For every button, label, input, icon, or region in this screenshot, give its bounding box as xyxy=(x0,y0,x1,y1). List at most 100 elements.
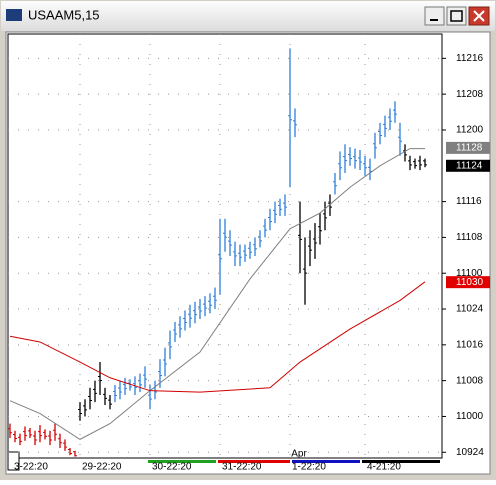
bar-ticks xyxy=(248,247,252,253)
window-title: USAAM5,15 xyxy=(28,7,100,22)
bar-ticks xyxy=(218,254,222,260)
bar-ticks xyxy=(143,374,147,380)
bar-ticks xyxy=(23,431,27,437)
y-tick-label: 10924 xyxy=(456,447,484,458)
bar-ticks xyxy=(293,120,297,126)
bar-ticks xyxy=(268,217,272,222)
bar-ticks xyxy=(123,383,127,389)
bar-ticks xyxy=(278,204,282,210)
price-marker xyxy=(446,141,490,154)
bar-ticks xyxy=(28,430,32,436)
bar-ticks xyxy=(73,451,77,457)
bar-ticks xyxy=(393,109,397,115)
y-tick-label: 11100 xyxy=(456,268,483,279)
bar-ticks xyxy=(13,434,17,440)
minimize-button[interactable] xyxy=(424,6,445,26)
bar-ticks xyxy=(183,317,187,323)
bar-ticks xyxy=(108,399,112,405)
bar-ticks xyxy=(288,115,292,121)
bar-ticks xyxy=(253,244,257,250)
bar-ticks xyxy=(413,161,417,167)
bar-ticks xyxy=(233,251,237,257)
bar-ticks xyxy=(323,213,327,219)
app-icon xyxy=(6,9,22,21)
bar-ticks xyxy=(63,442,67,448)
bar-ticks xyxy=(188,313,192,319)
y-tick-label: 11116 xyxy=(456,196,482,207)
bar-ticks xyxy=(193,310,197,316)
bar-ticks xyxy=(313,238,317,244)
bar-ticks xyxy=(213,295,217,301)
bar-ticks xyxy=(8,428,12,434)
bar-ticks xyxy=(358,157,362,163)
title-bar xyxy=(1,1,495,31)
y-tick-label: 11016 xyxy=(456,339,484,350)
bar-ticks xyxy=(298,234,302,240)
bar-ticks xyxy=(48,435,52,441)
bar-ticks xyxy=(388,116,392,122)
price-marker xyxy=(446,159,490,172)
y-tick-label: 11200 xyxy=(456,125,484,136)
bar-ticks xyxy=(423,160,427,166)
bar-ticks xyxy=(373,143,377,149)
y-tick-label: 11024 xyxy=(456,304,484,315)
x-tick-label: 4-21:20 xyxy=(367,462,401,473)
bar-ticks xyxy=(273,209,277,215)
bar-ticks xyxy=(148,394,152,400)
bar-ticks xyxy=(363,163,367,169)
y-tick-label: 11216 xyxy=(456,53,484,64)
bar-ticks xyxy=(168,342,172,348)
bar-ticks xyxy=(78,408,82,414)
price-marker-label: 11030 xyxy=(456,277,484,288)
x-tick-label: 3-22:20 xyxy=(14,462,48,473)
y-tick-label: 11208 xyxy=(456,89,484,100)
bar-ticks xyxy=(328,202,332,208)
bar-ticks xyxy=(223,232,227,238)
bar-ticks xyxy=(133,383,137,389)
y-tick-label: 11000 xyxy=(456,411,484,422)
bar-ticks xyxy=(383,123,387,129)
bar-ticks xyxy=(198,306,202,312)
bar-ticks xyxy=(103,393,107,399)
moving-average xyxy=(9,148,425,440)
bar-ticks xyxy=(353,156,357,162)
bar-ticks xyxy=(128,382,132,388)
bar-ticks xyxy=(208,300,212,306)
x-tick-label: 1-22:20 xyxy=(292,462,326,473)
bar-ticks xyxy=(333,181,337,187)
bar-ticks xyxy=(118,387,122,393)
bar-ticks xyxy=(398,136,402,142)
bar-ticks xyxy=(83,405,87,411)
bar-ticks xyxy=(158,370,162,376)
scroll-box[interactable] xyxy=(7,451,20,471)
bar-ticks xyxy=(243,250,247,256)
x-tick-label: 29-22:20 xyxy=(82,462,122,473)
bar-ticks xyxy=(163,359,167,365)
bar-ticks xyxy=(238,252,242,258)
y-tick-label: 11008 xyxy=(456,375,484,386)
bar-ticks xyxy=(343,156,347,162)
bar-ticks xyxy=(303,268,307,274)
bar-ticks xyxy=(173,329,177,335)
bar-ticks xyxy=(43,431,47,437)
bar-ticks xyxy=(68,449,72,455)
price-marker-label: 11128 xyxy=(456,143,483,154)
moving-average xyxy=(9,281,426,393)
bar-ticks xyxy=(283,202,287,208)
bar-ticks xyxy=(258,236,262,242)
bar-ticks xyxy=(18,436,22,442)
month-label: Apr xyxy=(291,449,307,460)
bar-ticks xyxy=(38,431,42,437)
bar-ticks xyxy=(138,380,142,386)
maximize-button[interactable] xyxy=(446,6,467,26)
x-tick-label: 30-22:20 xyxy=(152,462,192,473)
bar-ticks xyxy=(348,153,352,159)
bar-ticks xyxy=(403,150,407,156)
bar-ticks xyxy=(178,324,182,330)
bar-ticks xyxy=(408,160,412,166)
bar-ticks xyxy=(33,435,37,441)
bar-ticks xyxy=(228,240,232,246)
bar-ticks xyxy=(88,396,92,402)
bar-ticks xyxy=(263,225,267,231)
